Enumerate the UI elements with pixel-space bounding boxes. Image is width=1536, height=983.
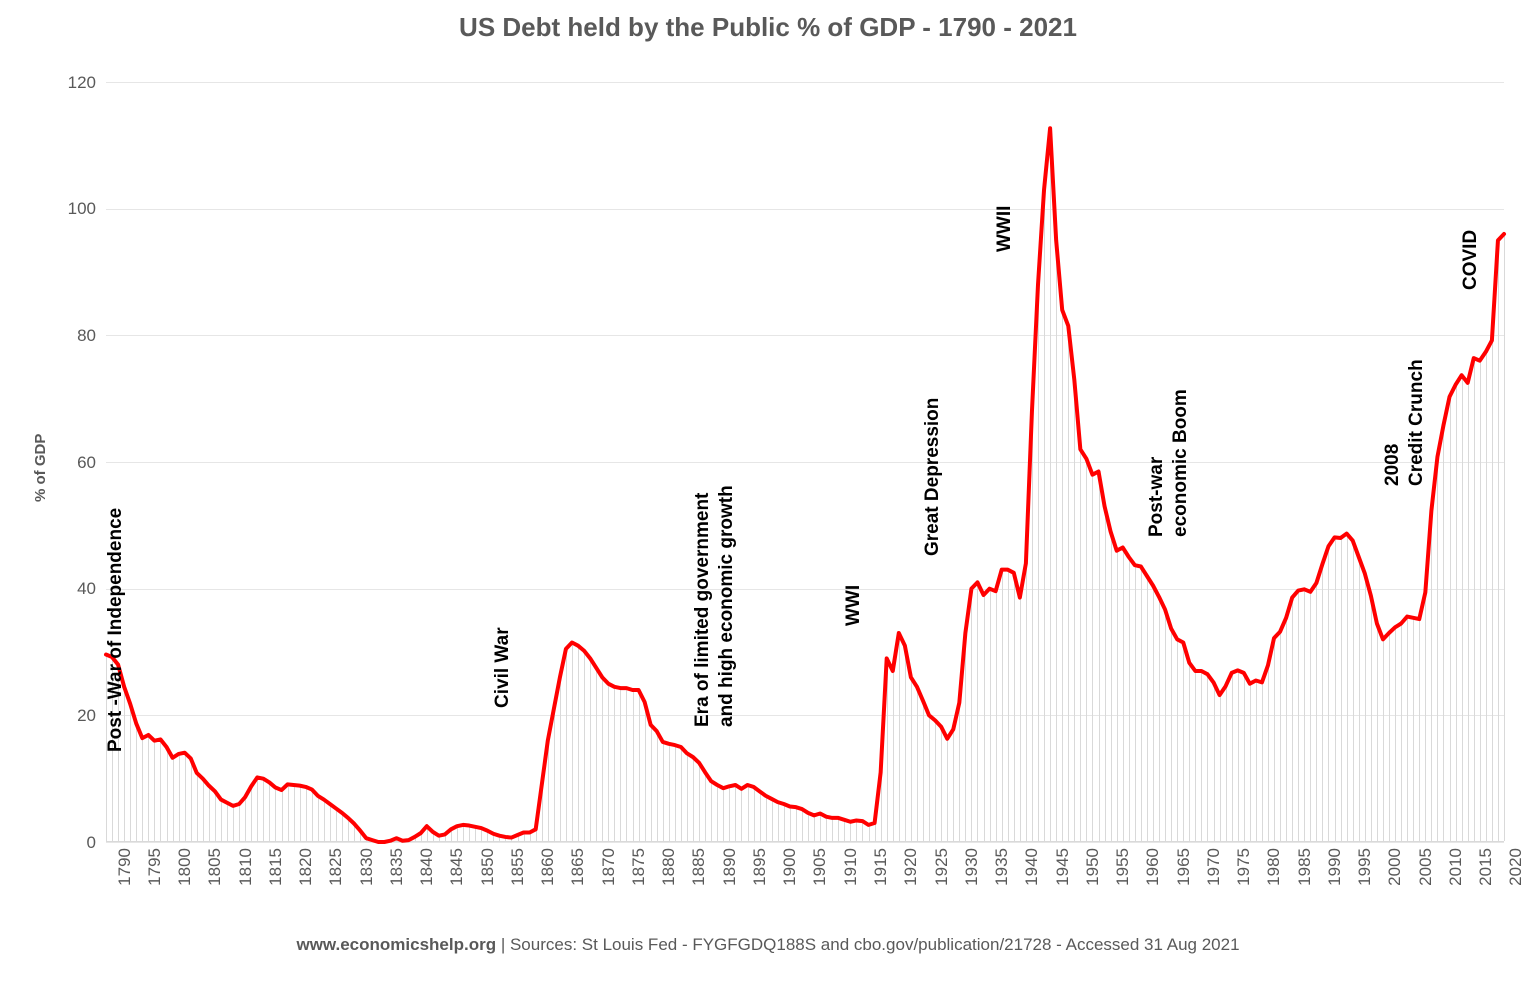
x-tick-label: 1795 [145, 848, 165, 898]
x-tick-label: 1965 [1174, 848, 1194, 898]
x-tick-label: 2010 [1446, 848, 1466, 898]
x-tick-label: 1855 [508, 848, 528, 898]
x-tick-label: 1885 [689, 848, 709, 898]
y-tick-label: 40 [51, 579, 96, 599]
x-tick-label: 1840 [417, 848, 437, 898]
x-tick-label: 1825 [326, 848, 346, 898]
x-tick-label: 1940 [1022, 848, 1042, 898]
y-tick-label: 120 [51, 73, 96, 93]
x-tick-label: 1930 [962, 848, 982, 898]
chart-title: US Debt held by the Public % of GDP - 17… [0, 12, 1536, 43]
x-tick-label: 1810 [236, 848, 256, 898]
x-tick-label: 1835 [387, 848, 407, 898]
footer-site: www.economicshelp.org [296, 935, 496, 954]
x-tick-label: 1935 [992, 848, 1012, 898]
x-tick-label: 1900 [780, 848, 800, 898]
annotation-label: COVID [1460, 230, 1482, 290]
x-tick-label: 1890 [720, 848, 740, 898]
x-tick-label: 1790 [115, 848, 135, 898]
y-axis-label: % of GDP [32, 434, 49, 502]
y-tick-label: 100 [51, 199, 96, 219]
annotation-label: Civil War [492, 627, 514, 708]
annotation-label: 2008 [1382, 444, 1404, 486]
x-tick-label: 1820 [296, 848, 316, 898]
x-tick-label: 1865 [568, 848, 588, 898]
grid-line [106, 842, 1504, 843]
x-tick-label: 1805 [205, 848, 225, 898]
annotation-label: Era of limited government [692, 493, 714, 727]
x-tick-label: 1945 [1053, 848, 1073, 898]
x-tick-label: 1950 [1083, 848, 1103, 898]
footer-source: | Sources: St Louis Fed - FYGFGDQ188S an… [496, 935, 1239, 954]
x-tick-label: 1860 [538, 848, 558, 898]
chart-container: US Debt held by the Public % of GDP - 17… [0, 0, 1536, 983]
x-tick-label: 1960 [1143, 848, 1163, 898]
x-tick-label: 1845 [447, 848, 467, 898]
x-tick-label: 2005 [1416, 848, 1436, 898]
x-tick-label: 1910 [841, 848, 861, 898]
annotation-label: WWI [843, 585, 865, 626]
x-tick-label: 1815 [266, 848, 286, 898]
x-tick-label: 1830 [357, 848, 377, 898]
annotation-label: Post-war [1146, 457, 1168, 537]
plot-area: Post -War of Independence Civil War Era of… [106, 82, 1504, 842]
x-tick-label: 1915 [871, 848, 891, 898]
y-tick-label: 0 [51, 833, 96, 853]
x-tick-label: 2020 [1506, 848, 1526, 898]
x-tick-label: 1955 [1113, 848, 1133, 898]
x-tick-label: 1905 [810, 848, 830, 898]
drop-line [1504, 233, 1505, 841]
line-series [106, 82, 1504, 842]
annotation-label: economic Boom [1170, 389, 1192, 537]
x-tick-label: 2000 [1385, 848, 1405, 898]
x-tick-label: 2015 [1476, 848, 1496, 898]
annotation-label: and high economic growth [716, 485, 738, 727]
x-tick-label: 1850 [478, 848, 498, 898]
annotation-label: WWII [994, 206, 1016, 252]
x-tick-label: 1995 [1355, 848, 1375, 898]
x-tick-label: 1800 [175, 848, 195, 898]
x-tick-label: 1975 [1234, 848, 1254, 898]
x-tick-label: 1970 [1204, 848, 1224, 898]
x-tick-label: 1870 [599, 848, 619, 898]
annotation-label: Great Depression [922, 398, 944, 556]
x-tick-label: 1925 [932, 848, 952, 898]
y-tick-label: 60 [51, 453, 96, 473]
x-tick-label: 1875 [629, 848, 649, 898]
x-tick-label: 1980 [1264, 848, 1284, 898]
x-tick-label: 1985 [1295, 848, 1315, 898]
chart-footer: www.economicshelp.org | Sources: St Loui… [0, 935, 1536, 955]
x-tick-label: 1895 [750, 848, 770, 898]
annotation-label: Credit Crunch [1406, 360, 1428, 487]
x-tick-label: 1880 [659, 848, 679, 898]
x-tick-label: 1920 [901, 848, 921, 898]
y-tick-label: 20 [51, 706, 96, 726]
x-tick-label: 1990 [1325, 848, 1345, 898]
annotation-label: Post -War of Independence [105, 508, 127, 752]
y-tick-label: 80 [51, 326, 96, 346]
